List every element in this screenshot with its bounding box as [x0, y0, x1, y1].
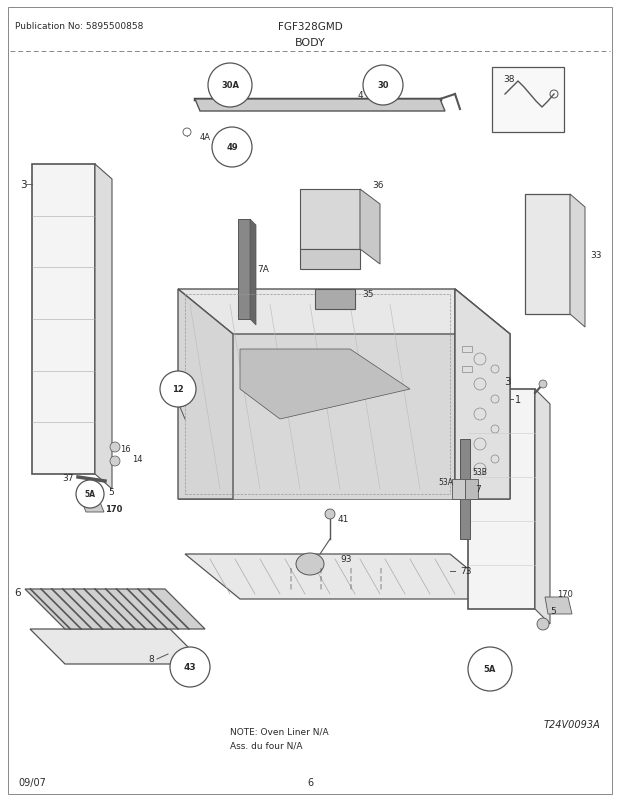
- Text: 14: 14: [132, 455, 143, 464]
- Text: 37: 37: [62, 474, 74, 483]
- Polygon shape: [545, 597, 572, 614]
- Text: 8: 8: [148, 654, 154, 664]
- Polygon shape: [360, 190, 380, 265]
- Text: 30A: 30A: [221, 81, 239, 91]
- Polygon shape: [452, 480, 465, 500]
- Ellipse shape: [296, 553, 324, 575]
- Bar: [462, 346, 472, 353]
- Text: BODY: BODY: [294, 38, 326, 48]
- Circle shape: [110, 443, 120, 452]
- Text: 170: 170: [557, 589, 573, 599]
- Circle shape: [539, 380, 547, 388]
- Polygon shape: [95, 164, 112, 489]
- Text: 53A: 53A: [438, 478, 453, 487]
- Text: 4: 4: [358, 91, 363, 99]
- Text: 49: 49: [226, 144, 238, 152]
- Circle shape: [363, 66, 403, 106]
- Polygon shape: [32, 164, 95, 475]
- Circle shape: [170, 647, 210, 687]
- Text: 35: 35: [362, 290, 373, 299]
- Text: 12: 12: [172, 385, 184, 394]
- Polygon shape: [460, 439, 470, 539]
- Text: 3: 3: [504, 376, 511, 387]
- Text: |: |: [379, 574, 381, 580]
- Circle shape: [212, 128, 252, 168]
- Text: 30: 30: [377, 81, 389, 91]
- Text: |: |: [379, 566, 381, 572]
- Polygon shape: [465, 480, 478, 500]
- Polygon shape: [185, 554, 505, 599]
- Text: |: |: [349, 582, 351, 588]
- Polygon shape: [315, 290, 355, 310]
- Polygon shape: [195, 100, 445, 111]
- Text: NOTE: Oven Liner N/A: NOTE: Oven Liner N/A: [230, 727, 329, 736]
- Text: 38: 38: [503, 75, 515, 84]
- Bar: [492, 68, 564, 133]
- Polygon shape: [82, 502, 104, 512]
- Polygon shape: [525, 195, 570, 314]
- Text: 7A: 7A: [257, 265, 269, 274]
- Text: |: |: [319, 574, 321, 580]
- Text: |: |: [319, 582, 321, 588]
- Text: 53B: 53B: [472, 468, 487, 477]
- Text: 5: 5: [108, 488, 113, 497]
- Text: FGF328GMD: FGF328GMD: [278, 22, 342, 32]
- Text: eReplacementParts.com: eReplacementParts.com: [225, 423, 395, 436]
- Text: 43: 43: [184, 662, 197, 671]
- Text: 170: 170: [105, 505, 122, 514]
- Text: |: |: [349, 566, 351, 572]
- Text: |: |: [379, 582, 381, 588]
- Polygon shape: [30, 630, 205, 664]
- Polygon shape: [250, 220, 256, 326]
- Text: 1: 1: [515, 395, 521, 404]
- Polygon shape: [455, 290, 510, 500]
- Polygon shape: [178, 290, 455, 500]
- Circle shape: [76, 480, 104, 508]
- Text: 93: 93: [340, 555, 352, 564]
- Text: |: |: [349, 574, 351, 580]
- Text: 5A: 5A: [84, 490, 95, 499]
- Text: 36: 36: [372, 180, 384, 189]
- Text: |: |: [289, 574, 291, 580]
- Circle shape: [160, 371, 196, 407]
- Bar: [462, 367, 472, 373]
- Text: 7: 7: [475, 485, 480, 494]
- Text: 6: 6: [14, 587, 20, 597]
- Text: 6: 6: [307, 777, 313, 787]
- Circle shape: [183, 129, 191, 137]
- Polygon shape: [178, 290, 233, 500]
- Text: Ass. du four N/A: Ass. du four N/A: [230, 741, 303, 750]
- Polygon shape: [455, 290, 510, 500]
- Circle shape: [537, 618, 549, 630]
- Text: 3: 3: [20, 180, 27, 190]
- Polygon shape: [300, 249, 360, 269]
- Polygon shape: [178, 290, 510, 334]
- Text: |: |: [319, 566, 321, 572]
- Text: 09/07: 09/07: [18, 777, 46, 787]
- Text: 5A: 5A: [484, 665, 496, 674]
- Polygon shape: [535, 390, 550, 624]
- Circle shape: [110, 456, 120, 467]
- Text: 33: 33: [590, 250, 601, 259]
- Text: 4A: 4A: [200, 133, 211, 142]
- Text: 16: 16: [120, 445, 131, 454]
- Polygon shape: [240, 350, 410, 419]
- Text: 5: 5: [550, 607, 556, 616]
- Polygon shape: [25, 589, 205, 630]
- Circle shape: [468, 647, 512, 691]
- Polygon shape: [300, 190, 360, 249]
- Text: |: |: [289, 582, 291, 588]
- Polygon shape: [468, 390, 535, 610]
- Text: Publication No: 5895500858: Publication No: 5895500858: [15, 22, 143, 31]
- Text: T24V0093A: T24V0093A: [543, 719, 600, 729]
- Circle shape: [325, 509, 335, 520]
- Polygon shape: [238, 220, 250, 320]
- Circle shape: [208, 64, 252, 107]
- Text: 73: 73: [460, 567, 471, 576]
- Text: 41: 41: [338, 515, 350, 524]
- Text: |: |: [289, 566, 291, 572]
- Polygon shape: [570, 195, 585, 327]
